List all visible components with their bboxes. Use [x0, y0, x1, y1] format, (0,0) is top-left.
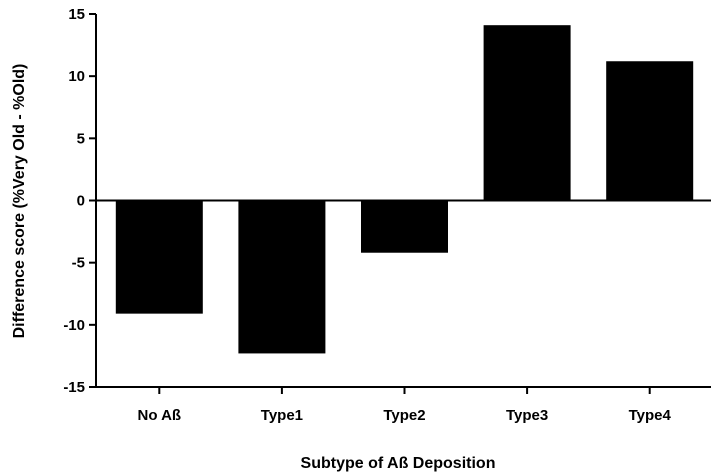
y-tick-label: -15 — [63, 379, 85, 396]
x-axis-title: Subtype of Aß Deposition — [301, 455, 496, 472]
y-tick-label: 5 — [77, 130, 85, 147]
y-tick-label: 10 — [68, 68, 85, 85]
x-tick-label: Type3 — [506, 407, 548, 424]
x-tick-label: Type2 — [383, 407, 425, 424]
bar — [483, 25, 571, 201]
x-tick-label: Type1 — [261, 407, 303, 424]
x-tick-label: No Aß — [137, 407, 181, 424]
bar — [361, 200, 448, 253]
plot-area: 15 10 5 0 -5 -10 -15 No Aß Type1 Type2 Type3 Type4 — [63, 6, 711, 424]
bar — [115, 200, 203, 314]
y-tick-label: -5 — [72, 255, 85, 272]
bar — [238, 200, 326, 354]
y-axis-title: Difference score (%Very Old - %Old) — [11, 64, 28, 339]
y-tick-label: 15 — [68, 6, 85, 23]
bar — [606, 61, 694, 201]
y-tick-label: -10 — [63, 317, 85, 334]
y-tick-label: 0 — [77, 193, 85, 210]
x-tick-label: Type4 — [629, 407, 672, 424]
